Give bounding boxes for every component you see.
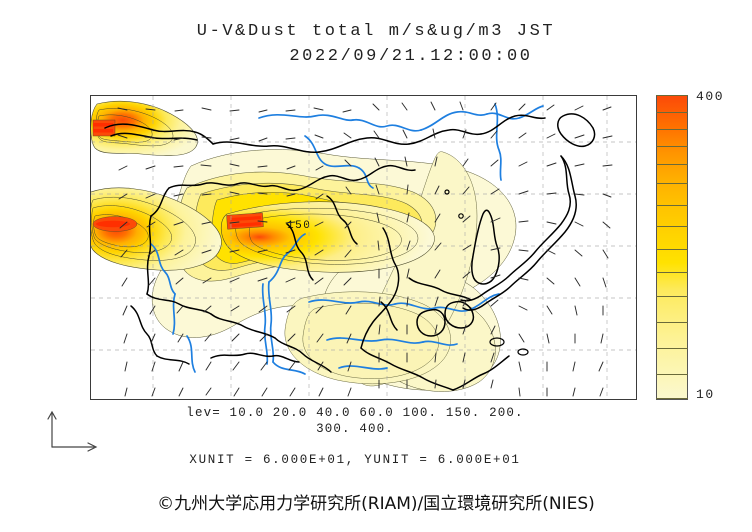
contour-levels-line-1: lev= 10.0 20.0 40.0 60.0 100. 150. 200. [186,406,524,420]
copyright-notice: ©九州大学応用力学研究所(RIAM)/国立環境研究所(NIES) [157,494,595,514]
map-rivers [150,103,544,375]
colorbar: 400 10 [656,89,748,405]
colorbar-max-label: 400 [696,89,725,104]
vector-scale-reference [42,405,112,455]
contour-levels-line-2: 300. 400. [316,422,394,436]
dust-plume-west [91,187,222,271]
colorbar-min-label: 10 [696,387,715,402]
page-title: U-V&Dust total m/s&ug/m3 JST [196,22,556,41]
page-subtitle-datetime: 2022/09/21.12:00:00 [289,47,533,66]
colorbar-ticks [656,95,688,400]
axis-units-line: XUNIT = 6.000E+01, YUNIT = 6.000E+01 [189,453,521,467]
chart-title-block: U-V&Dust total m/s&ug/m3 JST 2022/09/21.… [0,22,752,66]
colorbar-gradient [656,95,688,400]
dust-concentration-map[interactable]: 150 [90,95,637,400]
wind-vector-field [117,101,613,397]
map-islands [444,189,529,356]
contour-label-150: 150 [287,220,311,232]
dust-plume-central: 150 [220,201,435,273]
